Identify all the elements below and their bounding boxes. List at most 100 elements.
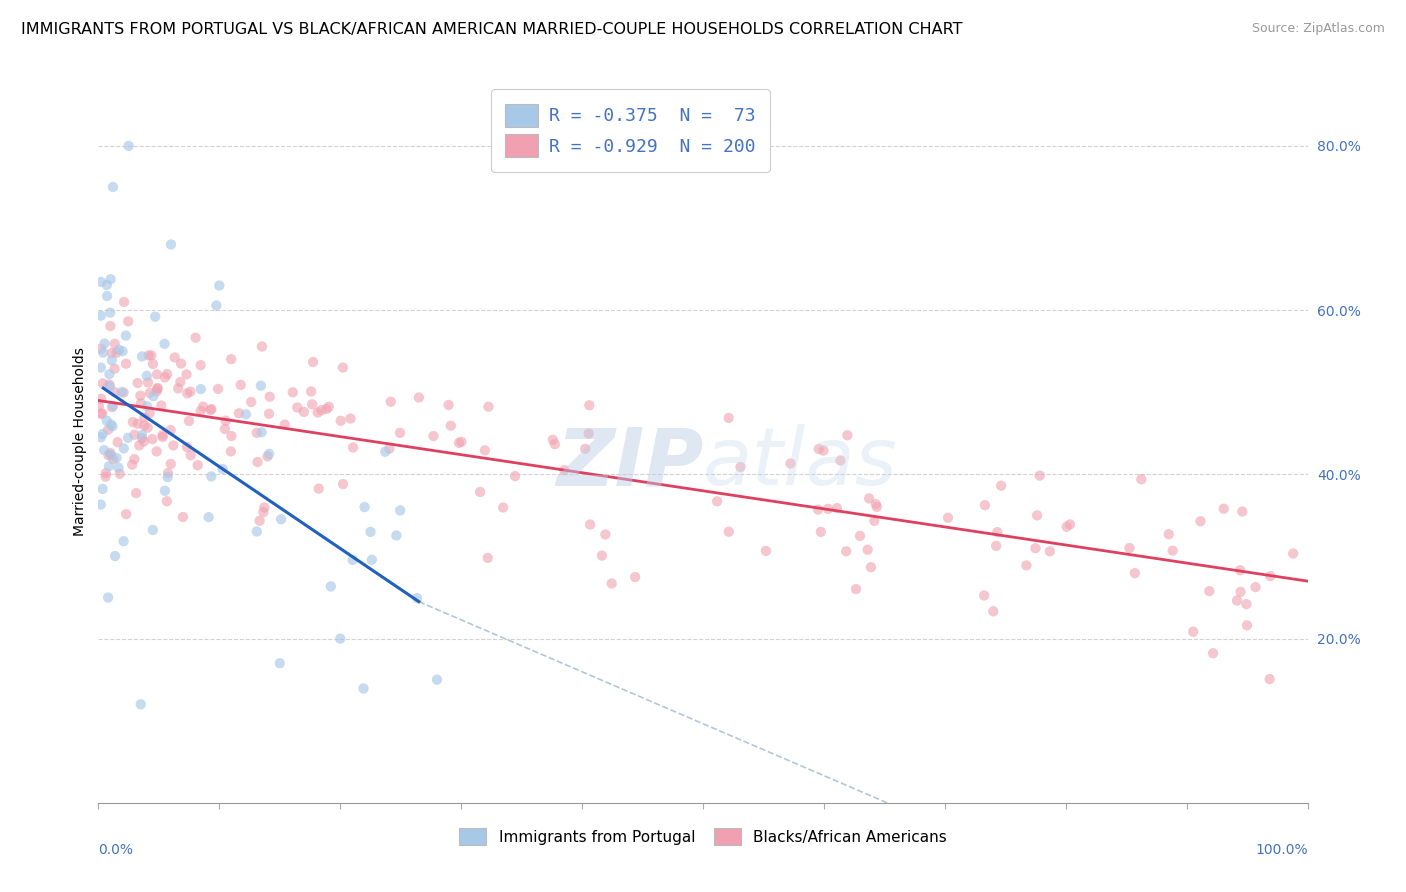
Point: [408, 391, 430, 405]
Point: [122, 415, 145, 429]
Point: [360, 553, 382, 567]
Point: [134, 418, 156, 433]
Point: [477, 400, 499, 414]
Point: [311, 403, 333, 417]
Point: [211, 462, 233, 476]
Point: [90, 430, 112, 444]
Point: [1189, 514, 1212, 528]
Point: [141, 432, 163, 446]
Point: [235, 407, 257, 421]
Point: [153, 336, 176, 351]
Point: [108, 343, 131, 357]
Point: [1232, 504, 1254, 518]
Point: [101, 353, 124, 368]
Point: [274, 417, 297, 432]
Point: [1244, 580, 1267, 594]
Point: [90, 407, 112, 421]
Point: [97, 448, 120, 462]
Point: [849, 529, 872, 543]
Point: [329, 414, 352, 428]
Point: [153, 370, 176, 384]
Point: [835, 544, 858, 558]
Point: [100, 319, 122, 334]
Point: [103, 361, 125, 376]
Point: [817, 501, 839, 516]
Point: [101, 180, 124, 194]
Point: [353, 681, 375, 696]
Point: [863, 514, 886, 528]
Point: [353, 500, 375, 514]
Point: [163, 351, 186, 365]
Point: [285, 401, 308, 415]
Text: 0.0%: 0.0%: [98, 843, 134, 856]
Point: [981, 604, 1004, 618]
Text: 100.0%: 100.0%: [1256, 843, 1308, 856]
Point: [104, 385, 127, 400]
Point: [215, 414, 238, 428]
Point: [112, 295, 135, 310]
Point: [492, 500, 515, 515]
Point: [257, 447, 280, 461]
Point: [112, 534, 135, 549]
Point: [105, 450, 128, 465]
Point: [246, 425, 269, 440]
Point: [134, 410, 156, 425]
Point: [1258, 569, 1281, 583]
Point: [100, 448, 122, 462]
Point: [717, 524, 740, 539]
Point: [830, 453, 852, 467]
Point: [447, 435, 470, 450]
Point: [1118, 541, 1140, 555]
Point: [600, 576, 623, 591]
Point: [94, 469, 117, 483]
Point: [984, 539, 1007, 553]
Point: [240, 395, 263, 409]
Point: [866, 500, 889, 514]
Point: [973, 589, 995, 603]
Point: [94, 466, 117, 480]
Point: [360, 524, 382, 539]
Point: [936, 510, 959, 524]
Point: [624, 570, 647, 584]
Point: [184, 331, 207, 345]
Point: [96, 277, 118, 292]
Point: [1157, 527, 1180, 541]
Point: [156, 367, 179, 381]
Point: [98, 306, 121, 320]
Point: [319, 579, 342, 593]
Point: [115, 328, 138, 343]
Point: [176, 368, 198, 382]
Point: [96, 414, 118, 428]
Point: [191, 400, 214, 414]
Point: [541, 433, 564, 447]
Point: [1059, 517, 1081, 532]
Point: [115, 357, 138, 371]
Point: [138, 406, 160, 420]
Point: [91, 376, 114, 391]
Point: [378, 442, 401, 456]
Point: [1182, 624, 1205, 639]
Legend: Immigrants from Portugal, Blacks/African Americans: Immigrants from Portugal, Blacks/African…: [451, 820, 955, 853]
Point: [342, 441, 364, 455]
Point: [107, 435, 129, 450]
Point: [1024, 541, 1046, 556]
Point: [156, 466, 179, 480]
Point: [246, 524, 269, 539]
Point: [197, 510, 219, 524]
Point: [259, 390, 281, 404]
Point: [190, 382, 212, 396]
Point: [856, 542, 879, 557]
Point: [281, 385, 304, 400]
Point: [388, 425, 411, 440]
Point: [1123, 566, 1146, 581]
Point: [136, 376, 159, 390]
Point: [221, 429, 243, 443]
Point: [256, 450, 278, 464]
Point: [1039, 544, 1062, 558]
Point: [100, 346, 122, 360]
Point: [474, 443, 496, 458]
Point: [252, 505, 274, 519]
Point: [131, 428, 153, 442]
Point: [1234, 597, 1257, 611]
Point: [332, 360, 354, 375]
